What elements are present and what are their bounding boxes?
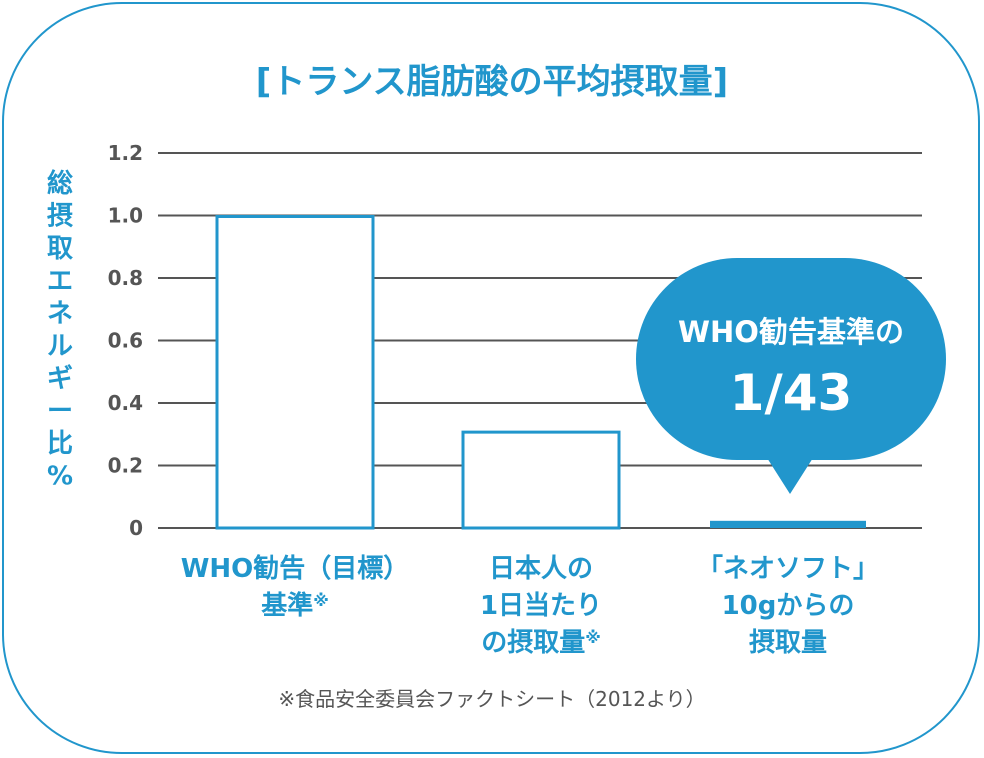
y-tick-labels: 0 0.2 0.4 0.6 0.8 1.0 1.2 <box>108 141 143 540</box>
y-tick-label: 0 <box>129 516 143 540</box>
y-tick-label: 0.4 <box>108 391 143 415</box>
category-label: WHO勧告（目標）基準※ <box>181 553 410 621</box>
category-labels: WHO勧告（目標）基準※ 日本人の 1日当たりの摂取量※ 「ネオソフト」 10gからの摂… <box>181 553 879 658</box>
chart-title: [トランス脂肪酸の平均摂取量] <box>256 62 728 102</box>
y-tick-label: 0.2 <box>108 454 143 478</box>
callout-line2: 1/43 <box>730 364 853 422</box>
y-tick-label: 1.0 <box>108 204 143 228</box>
bars <box>215 215 866 530</box>
y-tick-label: 0.8 <box>108 266 143 290</box>
y-axis-label: 総摂取エネルギー比% <box>47 168 73 492</box>
bar <box>710 520 866 528</box>
y-tick-label: 1.2 <box>108 141 143 165</box>
category-label: 「ネオソフト」 10gからの摂取量 <box>697 553 879 658</box>
bar <box>215 215 375 530</box>
bar <box>461 430 621 530</box>
callout-bubble: WHO勧告基準の 1/43 <box>636 258 946 494</box>
callout-line1: WHO勧告基準の <box>678 315 904 349</box>
category-label: 日本人の 1日当たりの摂取量※ <box>480 554 602 658</box>
y-tick-label: 0.6 <box>108 329 143 353</box>
footnote: ※食品安全委員会ファクトシート（2012より） <box>278 687 705 711</box>
callout-pointer <box>762 450 818 494</box>
callout-bubble-body <box>636 258 946 460</box>
